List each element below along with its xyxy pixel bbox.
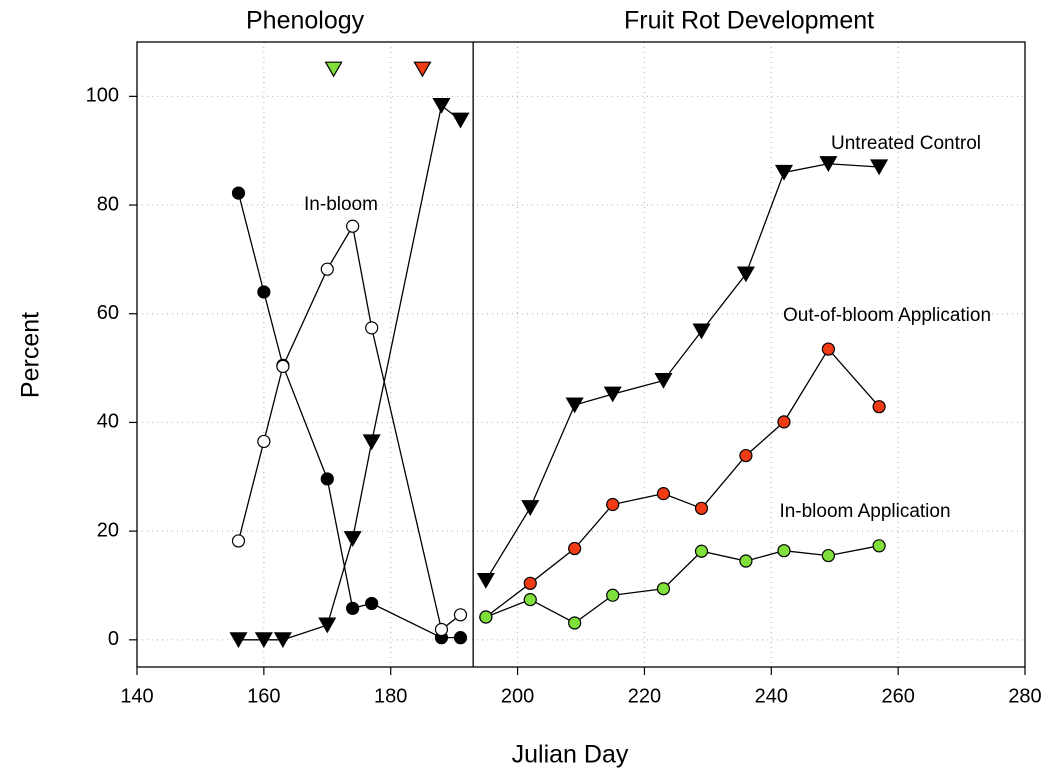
x-tick-label: 200 xyxy=(501,685,534,707)
annotation: Out-of-bloom Application xyxy=(783,305,991,326)
y-tick-label: 60 xyxy=(97,302,119,324)
series-line xyxy=(485,163,880,581)
point xyxy=(413,61,432,78)
annotation: In-bloom xyxy=(304,194,378,215)
series-line xyxy=(237,224,461,631)
x-tick-label: 180 xyxy=(374,685,407,707)
series-line xyxy=(237,192,461,639)
point xyxy=(276,359,290,374)
point xyxy=(694,501,709,515)
point xyxy=(565,397,584,414)
point xyxy=(324,61,343,78)
point xyxy=(819,156,838,172)
point xyxy=(606,497,620,512)
point xyxy=(432,97,451,114)
point xyxy=(523,576,537,590)
point xyxy=(656,487,671,501)
point xyxy=(872,539,886,553)
point xyxy=(346,601,360,615)
point xyxy=(523,593,537,607)
y-tick-label: 100 xyxy=(86,85,119,107)
point xyxy=(273,632,292,649)
y-tick-label: 0 xyxy=(108,628,119,650)
point xyxy=(603,386,622,403)
y-tick-label: 80 xyxy=(97,193,119,215)
point xyxy=(606,588,620,602)
point xyxy=(362,434,381,451)
point xyxy=(872,400,886,414)
point xyxy=(365,596,379,611)
point xyxy=(739,554,753,568)
point xyxy=(736,266,755,283)
x-tick-label: 260 xyxy=(881,685,914,707)
point xyxy=(453,631,468,645)
point xyxy=(568,541,582,556)
point xyxy=(777,415,791,429)
point xyxy=(320,262,334,276)
point xyxy=(739,448,753,463)
x-axis-label: Julian Day xyxy=(512,741,629,769)
point xyxy=(257,434,271,449)
point xyxy=(656,582,671,596)
annotation: In-bloom Application xyxy=(779,501,950,522)
point xyxy=(229,632,248,649)
point xyxy=(821,548,835,563)
x-tick-label: 220 xyxy=(628,685,661,707)
point xyxy=(476,572,495,589)
point xyxy=(479,610,493,624)
point xyxy=(821,342,835,356)
y-tick-label: 40 xyxy=(97,411,119,433)
x-tick-label: 160 xyxy=(247,685,280,707)
point xyxy=(654,372,673,389)
series-line xyxy=(485,545,880,624)
point xyxy=(453,608,468,622)
point xyxy=(694,544,709,558)
point xyxy=(231,186,246,200)
x-tick-label: 240 xyxy=(755,685,788,707)
point xyxy=(568,616,582,630)
point xyxy=(343,531,362,547)
series-line xyxy=(238,104,461,641)
series-line xyxy=(485,347,880,618)
point xyxy=(320,472,334,486)
point xyxy=(346,219,360,233)
point xyxy=(231,534,246,548)
point xyxy=(434,622,449,637)
y-axis-label: Percent xyxy=(17,312,45,398)
y-tick-label: 20 xyxy=(97,519,119,541)
point xyxy=(257,285,271,299)
panel-title: Phenology xyxy=(246,7,365,35)
point xyxy=(774,164,794,181)
point xyxy=(254,632,273,649)
x-tick-label: 280 xyxy=(1008,685,1041,707)
point xyxy=(777,544,791,558)
point xyxy=(318,617,337,634)
point xyxy=(451,112,470,129)
annotation: Untreated Control xyxy=(831,133,981,154)
point xyxy=(365,321,379,335)
x-tick-label: 140 xyxy=(120,685,153,707)
panel-title: Fruit Rot Development xyxy=(624,7,874,35)
point xyxy=(870,159,889,176)
point xyxy=(521,500,540,516)
point xyxy=(692,323,711,340)
plot-frame xyxy=(136,41,1026,668)
